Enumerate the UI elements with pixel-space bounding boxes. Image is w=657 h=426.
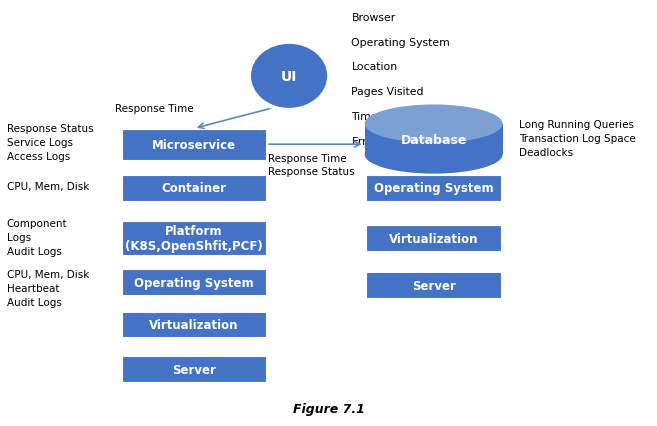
Text: Location: Location <box>351 62 397 72</box>
FancyBboxPatch shape <box>122 312 266 337</box>
Text: Server: Server <box>412 279 455 292</box>
Text: Response Status
Service Logs
Access Logs: Response Status Service Logs Access Logs <box>7 124 93 161</box>
Text: Errors: Errors <box>351 136 384 146</box>
FancyBboxPatch shape <box>366 273 501 298</box>
FancyBboxPatch shape <box>366 226 501 251</box>
Text: UI: UI <box>281 70 297 83</box>
Text: Platform
(K8S,OpenShfit,PCF): Platform (K8S,OpenShfit,PCF) <box>125 225 263 253</box>
Text: Server: Server <box>172 363 215 376</box>
Text: Operating System: Operating System <box>134 276 254 289</box>
Text: Virtualization: Virtualization <box>389 232 478 245</box>
FancyBboxPatch shape <box>366 176 501 201</box>
Text: Time on each page: Time on each page <box>351 112 456 121</box>
Text: Component
Logs
Audit Logs: Component Logs Audit Logs <box>7 219 67 256</box>
Text: Pages Visited: Pages Visited <box>351 87 424 97</box>
Text: Response Time: Response Time <box>115 104 194 114</box>
Text: CPU, Mem, Disk: CPU, Mem, Disk <box>7 182 89 192</box>
FancyBboxPatch shape <box>365 124 503 155</box>
Text: Long Running Queries
Transaction Log Space
Deadlocks: Long Running Queries Transaction Log Spa… <box>519 119 636 157</box>
FancyBboxPatch shape <box>122 176 266 201</box>
Text: CPU, Mem, Disk
Heartbeat
Audit Logs: CPU, Mem, Disk Heartbeat Audit Logs <box>7 269 89 307</box>
Text: Container: Container <box>162 182 226 195</box>
Text: Response Time
Response Status: Response Time Response Status <box>268 153 355 176</box>
Text: Figure 7.1: Figure 7.1 <box>292 403 365 415</box>
Text: Database: Database <box>400 133 467 146</box>
Text: Operating System: Operating System <box>351 37 450 47</box>
Text: Operating System: Operating System <box>374 182 493 195</box>
FancyBboxPatch shape <box>122 130 266 160</box>
Ellipse shape <box>365 105 503 144</box>
FancyBboxPatch shape <box>122 270 266 295</box>
Text: Microservice: Microservice <box>152 138 236 151</box>
FancyBboxPatch shape <box>122 357 266 382</box>
FancyBboxPatch shape <box>122 222 266 255</box>
Ellipse shape <box>251 45 327 109</box>
Text: Browser: Browser <box>351 13 396 23</box>
Text: Virtualization: Virtualization <box>149 318 238 331</box>
Ellipse shape <box>365 136 503 174</box>
